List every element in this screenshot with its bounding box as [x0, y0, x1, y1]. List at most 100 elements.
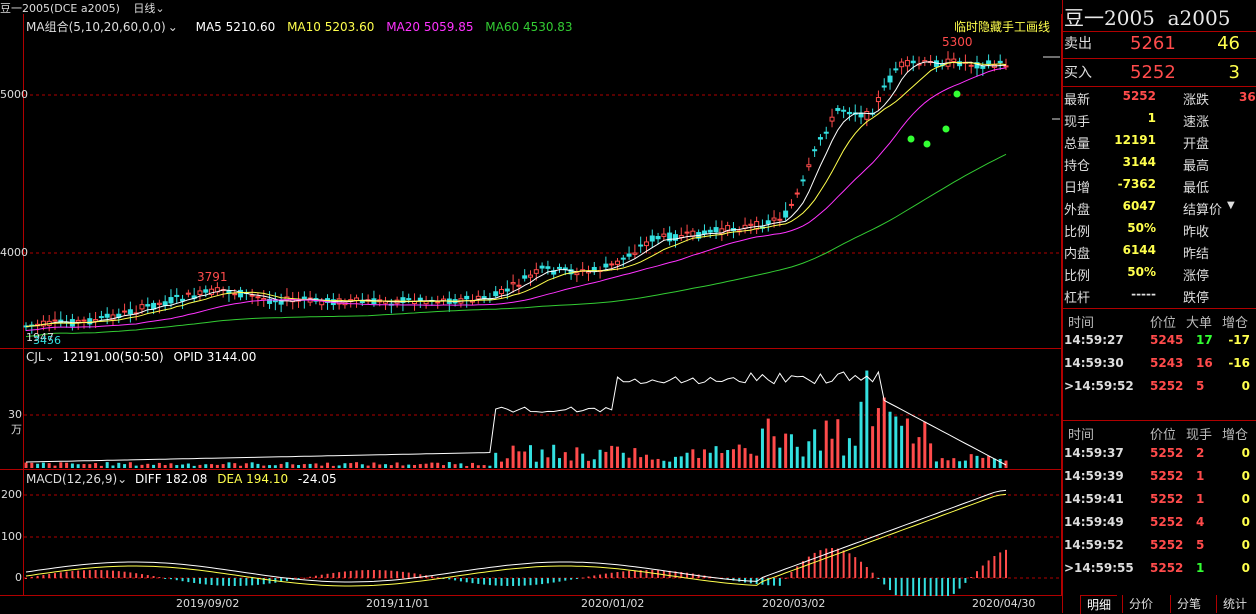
volume-bar — [755, 455, 759, 468]
tab-detail[interactable]: 明细 — [1080, 595, 1118, 614]
volume-bar — [152, 464, 156, 468]
table-row[interactable]: 14:59:52 5252 5 0 — [1064, 538, 1256, 560]
trade-change: -17 — [1228, 333, 1250, 347]
macd-bar — [297, 578, 300, 579]
buy-row[interactable]: 买入 5252 3 — [1064, 62, 1254, 84]
volume-bar — [233, 463, 237, 468]
macd-bar — [401, 571, 404, 578]
macd-bar — [836, 548, 839, 578]
ma-legend: MA组合(5,10,20,60,0,0) ⌄ MA5 5210.60 MA10 5… — [26, 18, 581, 35]
candle-body — [997, 60, 1003, 64]
volume-bar — [314, 463, 318, 468]
volume-bar — [749, 453, 753, 468]
volume-bar — [418, 464, 422, 468]
stat-row-right: 最低 — [1183, 177, 1243, 199]
volume-bar — [847, 438, 851, 468]
volume-bar — [430, 462, 434, 468]
opid-value: OPID 3144.00 — [173, 350, 257, 364]
candle-body — [835, 108, 841, 111]
volume-bar — [30, 462, 34, 468]
macd-bar — [303, 577, 306, 579]
macd-bar — [309, 576, 312, 578]
volume-label[interactable]: CJL — [26, 350, 45, 364]
table-row[interactable]: 14:59:30 5243 16 -16 — [1064, 356, 1256, 378]
ma-label[interactable]: MA组合(5,10,20,60,0,0) — [26, 20, 166, 34]
trade-volume: 1 — [1196, 469, 1205, 483]
macd-bar — [48, 573, 51, 578]
macd-bar — [807, 556, 810, 578]
volume-bar — [82, 464, 86, 468]
table-row[interactable]: 14:59:27 5245 17 -17 — [1064, 333, 1256, 355]
volume-bar — [401, 465, 405, 468]
candle-body — [156, 302, 162, 305]
volume-bar — [436, 462, 440, 468]
macd-bar — [158, 577, 161, 579]
ma20-value: MA20 5059.85 — [386, 20, 474, 34]
chevron-down-icon[interactable]: ⌄ — [167, 20, 178, 34]
divider — [1062, 308, 1256, 309]
macd-bar — [53, 573, 56, 578]
y-label-4000: 4000 — [0, 246, 28, 259]
macd-bar — [210, 578, 213, 586]
macd-bar — [430, 576, 433, 578]
volume-bar — [308, 463, 312, 468]
candle-body — [435, 301, 441, 304]
volume-bar — [488, 465, 492, 468]
candle-body — [910, 60, 916, 64]
macd-bar — [900, 578, 903, 596]
table-row[interactable]: >14:59:55 5252 1 0 — [1064, 561, 1256, 583]
tab-ticks[interactable]: 分笔 — [1170, 595, 1207, 613]
ma-line — [25, 61, 1007, 327]
volume-bar — [355, 462, 359, 468]
macd-bar — [181, 578, 184, 582]
chevron-down-icon[interactable]: ⌄ — [44, 350, 55, 364]
divider — [1062, 420, 1256, 421]
volume-bar — [163, 465, 167, 468]
macd-bar — [280, 578, 283, 582]
macd-bar — [372, 570, 375, 578]
stat-label: 内盘 — [1064, 247, 1091, 262]
tab-stats[interactable]: 统计 — [1216, 595, 1253, 613]
table-row[interactable]: 14:59:39 5252 1 0 — [1064, 469, 1256, 491]
macd-bar — [88, 570, 91, 578]
macd-bar — [477, 578, 480, 584]
table-row[interactable]: 14:59:49 5252 4 0 — [1064, 515, 1256, 537]
macd-bar — [216, 578, 219, 586]
macd-bar — [674, 571, 677, 578]
x-label: 2020/03/02 — [762, 597, 826, 610]
volume-bar — [778, 447, 782, 468]
volume-bar — [958, 461, 962, 468]
volume-bar — [250, 462, 254, 468]
candle-body — [110, 314, 116, 321]
instrument-title: 豆一2005 a2005 — [1064, 6, 1231, 30]
volume-bar — [865, 370, 869, 468]
stat-label: 最高 — [1183, 159, 1210, 174]
chevron-down-icon[interactable]: ⌄ — [117, 472, 128, 486]
table-row[interactable]: >14:59:52 5252 5 0 — [1064, 379, 1256, 401]
volume-bar — [447, 462, 451, 468]
table-row[interactable]: 14:59:41 5252 1 0 — [1064, 492, 1256, 514]
macd-bar — [471, 578, 474, 584]
x-label: 2019/11/01 — [366, 597, 430, 610]
volume-bar — [413, 464, 417, 468]
stat-label: 日增 — [1064, 181, 1091, 196]
volume-bar — [256, 463, 260, 468]
volume-bar — [540, 449, 544, 468]
ma5-value: MA5 5210.60 — [195, 20, 276, 34]
stat-row-right: 昨结 — [1183, 243, 1243, 265]
hide-drawing-toggle[interactable]: 临时隐藏手工画线 — [954, 20, 1051, 34]
candle-body — [806, 164, 812, 168]
period-selector[interactable]: 日线⌄ — [133, 2, 165, 15]
volume-bar — [459, 463, 463, 468]
sell-row[interactable]: 卖出 5261 46 — [1064, 33, 1254, 55]
macd-bar — [25, 578, 27, 579]
tab-price-dist[interactable]: 分价 — [1122, 595, 1159, 613]
stat-label: 昨结 — [1183, 247, 1210, 262]
kline-chart[interactable] — [0, 0, 1062, 596]
macd-label[interactable]: MACD(12,26,9) — [26, 472, 118, 486]
table-row[interactable]: 14:59:37 5252 2 0 — [1064, 446, 1256, 468]
volume-bar — [888, 411, 892, 468]
chevron-down-icon[interactable]: ▼ — [1227, 200, 1235, 211]
volume-bar — [772, 436, 776, 468]
ma-line — [25, 67, 1007, 331]
